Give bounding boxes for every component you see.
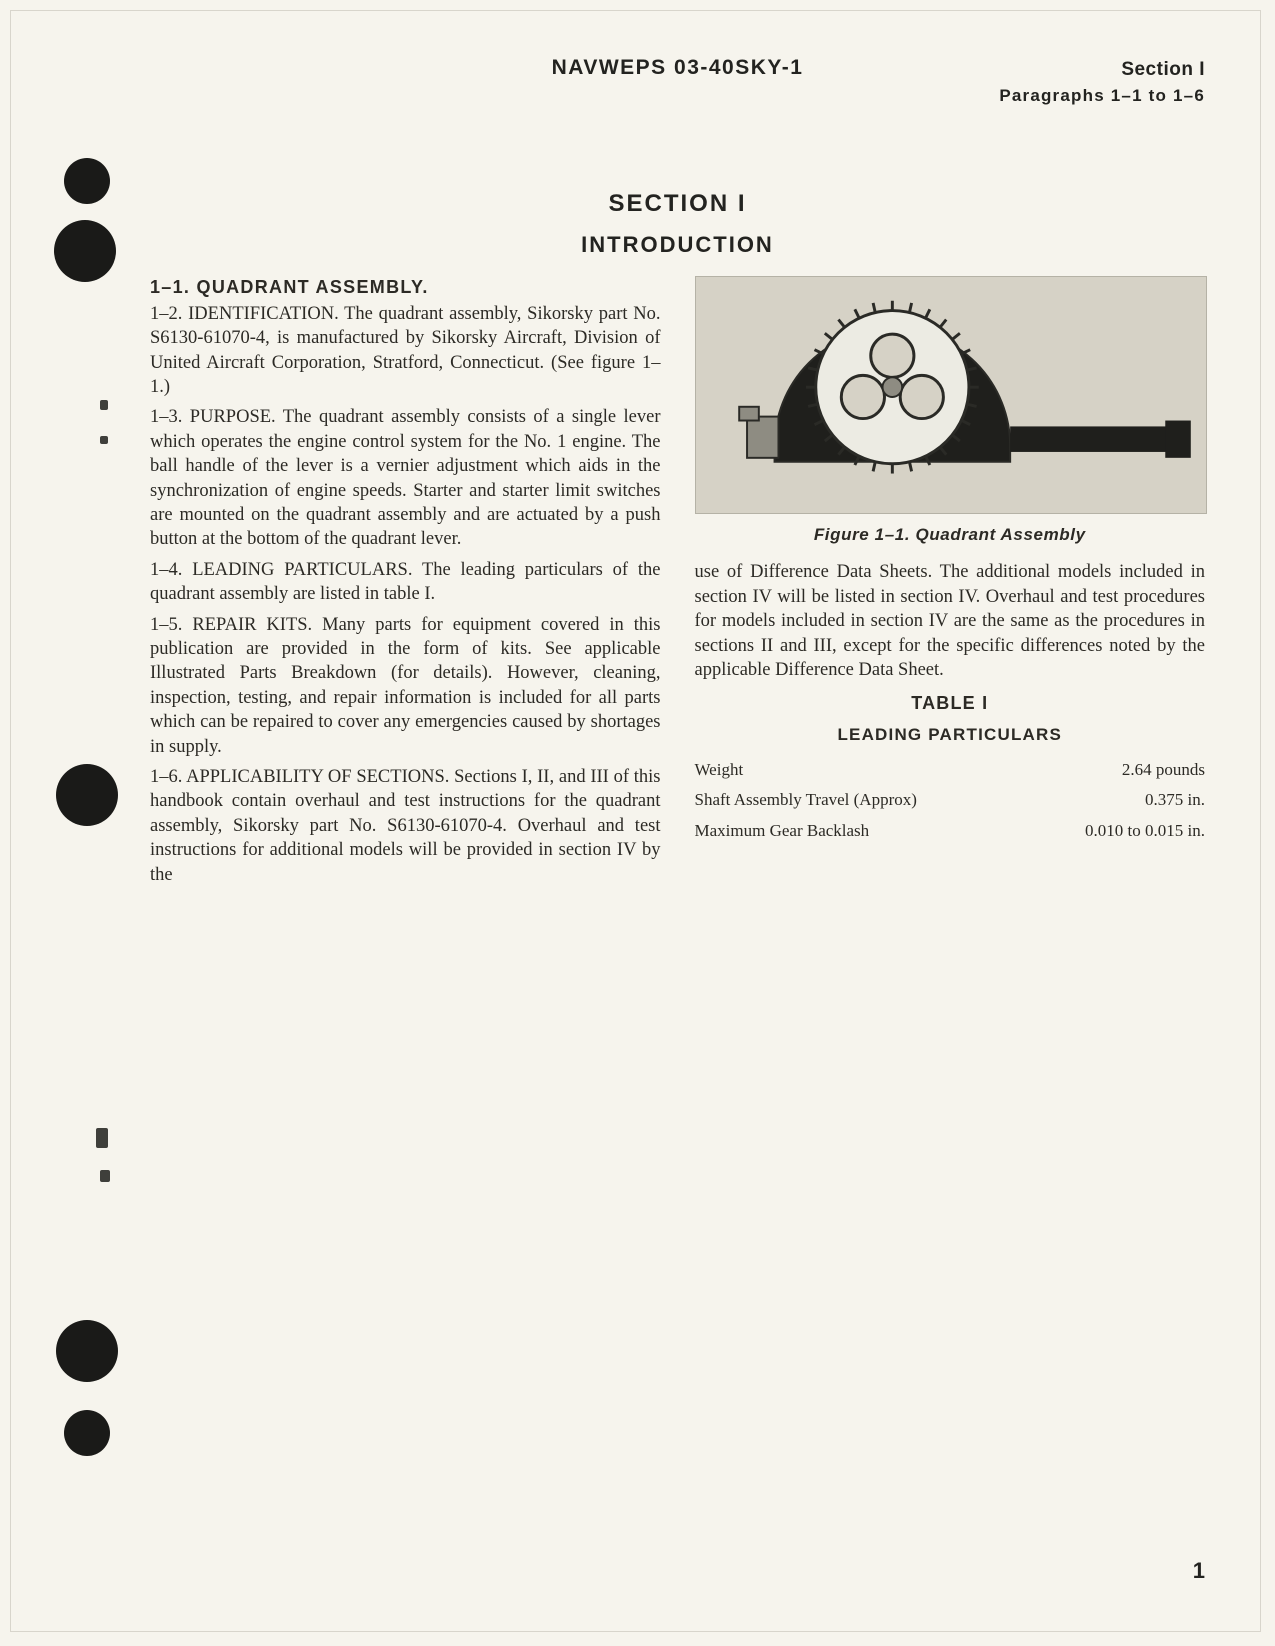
- table-row: Shaft Assembly Travel (Approx) 0.375 in.: [695, 785, 1206, 815]
- para-1-6b: use of Difference Data Sheets. The addit…: [695, 560, 1206, 682]
- ink-mark: [96, 1128, 108, 1148]
- table-1: Weight 2.64 pounds Shaft Assembly Travel…: [695, 755, 1206, 846]
- figure-photo: [695, 276, 1208, 514]
- punch-hole: [56, 764, 118, 826]
- para-1-2: 1–2. IDENTIFICATION. The quadrant assemb…: [150, 302, 661, 400]
- figure-caption: Figure 1–1. Quadrant Assembly: [695, 524, 1206, 546]
- para-1-5: 1–5. REPAIR KITS. Many parts for equipme…: [150, 613, 661, 759]
- table-key: Shaft Assembly Travel (Approx): [695, 789, 917, 811]
- header-right: Section I Paragraphs 1–1 to 1–6: [999, 56, 1205, 108]
- para-1-4: 1–4. LEADING PARTICULARS. The leading pa…: [150, 558, 661, 607]
- ink-mark: [100, 1170, 110, 1182]
- section-heading: SECTION I INTRODUCTION: [150, 190, 1205, 258]
- ink-mark: [100, 436, 108, 444]
- punch-hole: [64, 158, 110, 204]
- page-header: NAVWEPS 03-40SKY-1 Section I Paragraphs …: [150, 56, 1205, 80]
- table-1-block: TABLE I LEADING PARTICULARS Weight 2.64 …: [695, 692, 1206, 846]
- header-section: Section I: [999, 56, 1205, 84]
- section-title: INTRODUCTION: [150, 232, 1205, 258]
- ink-mark: [100, 400, 108, 410]
- table-subtitle: LEADING PARTICULARS: [695, 724, 1206, 746]
- table-value: 0.375 in.: [1145, 789, 1205, 811]
- table-row: Maximum Gear Backlash 0.010 to 0.015 in.: [695, 816, 1206, 846]
- table-value: 2.64 pounds: [1122, 759, 1205, 781]
- punch-hole: [56, 1320, 118, 1382]
- para-1-6a: 1–6. APPLICABILITY OF SECTIONS. Sections…: [150, 765, 661, 887]
- table-row: Weight 2.64 pounds: [695, 755, 1206, 785]
- table-key: Maximum Gear Backlash: [695, 820, 870, 842]
- page-number: 1: [1193, 1558, 1205, 1584]
- heading-quadrant-assembly: 1–1. QUADRANT ASSEMBLY.: [150, 276, 661, 300]
- para-1-3: 1–3. PURPOSE. The quadrant assembly cons…: [150, 405, 661, 551]
- table-title: TABLE I: [695, 692, 1206, 716]
- punch-hole: [64, 1410, 110, 1456]
- punch-hole: [54, 220, 116, 282]
- page-sheet: NAVWEPS 03-40SKY-1 Section I Paragraphs …: [0, 0, 1275, 1646]
- header-paragraphs: Paragraphs 1–1 to 1–6: [999, 84, 1205, 109]
- body-columns: 1–1. QUADRANT ASSEMBLY. 1–2. IDENTIFICAT…: [150, 276, 1205, 887]
- figure-1-1: Figure 1–1. Quadrant Assembly: [695, 276, 1206, 546]
- table-value: 0.010 to 0.015 in.: [1085, 820, 1205, 842]
- table-key: Weight: [695, 759, 744, 781]
- section-number: SECTION I: [150, 190, 1205, 218]
